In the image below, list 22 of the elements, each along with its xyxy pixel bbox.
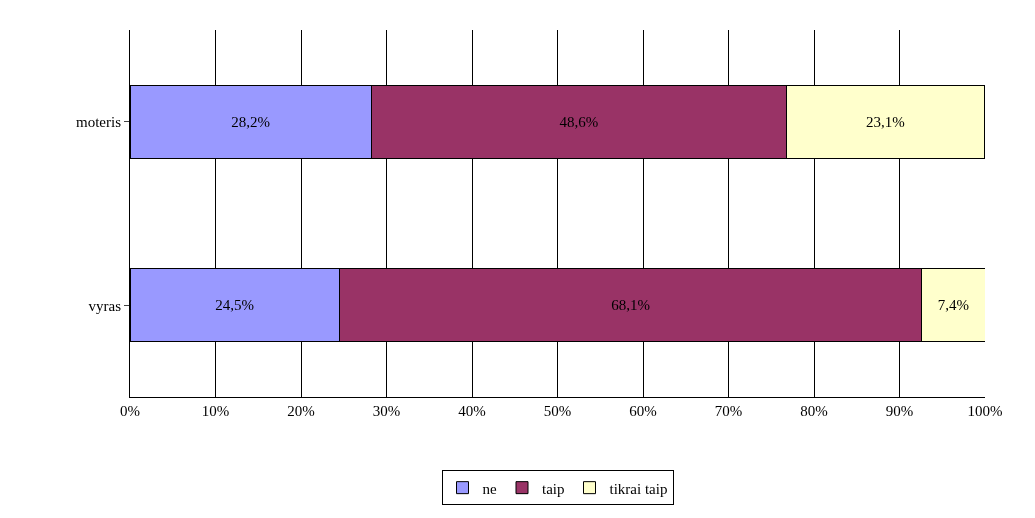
legend-label: ne <box>482 480 497 497</box>
x-tick-label: 20% <box>287 403 315 419</box>
x-tick-label: 40% <box>458 403 486 419</box>
x-tick-label: 90% <box>885 403 914 419</box>
x-tick-label: 50% <box>543 403 572 419</box>
data-label: 7,4% <box>937 297 969 314</box>
x-tick-label: 0% <box>120 403 140 419</box>
data-label: 24,5% <box>215 297 255 314</box>
legend-label: tikrai taip <box>609 480 668 497</box>
legend-label: taip <box>542 480 565 497</box>
x-tick-label: 10% <box>201 403 230 419</box>
x-tick-label: 70% <box>714 403 743 419</box>
x-tick-label: 30% <box>372 403 401 419</box>
x-tick-label: 100% <box>967 403 1003 419</box>
data-label: 28,2% <box>231 113 270 130</box>
data-label: 23,1% <box>866 113 905 130</box>
x-tick-label: 60% <box>629 403 657 419</box>
x-tick-label: 80% <box>800 403 828 419</box>
y-tick-label: moteris <box>76 114 122 130</box>
data-label: 48,6% <box>559 113 599 130</box>
data-label: 68,1% <box>611 297 650 314</box>
y-tick-label: vyras <box>88 297 122 314</box>
